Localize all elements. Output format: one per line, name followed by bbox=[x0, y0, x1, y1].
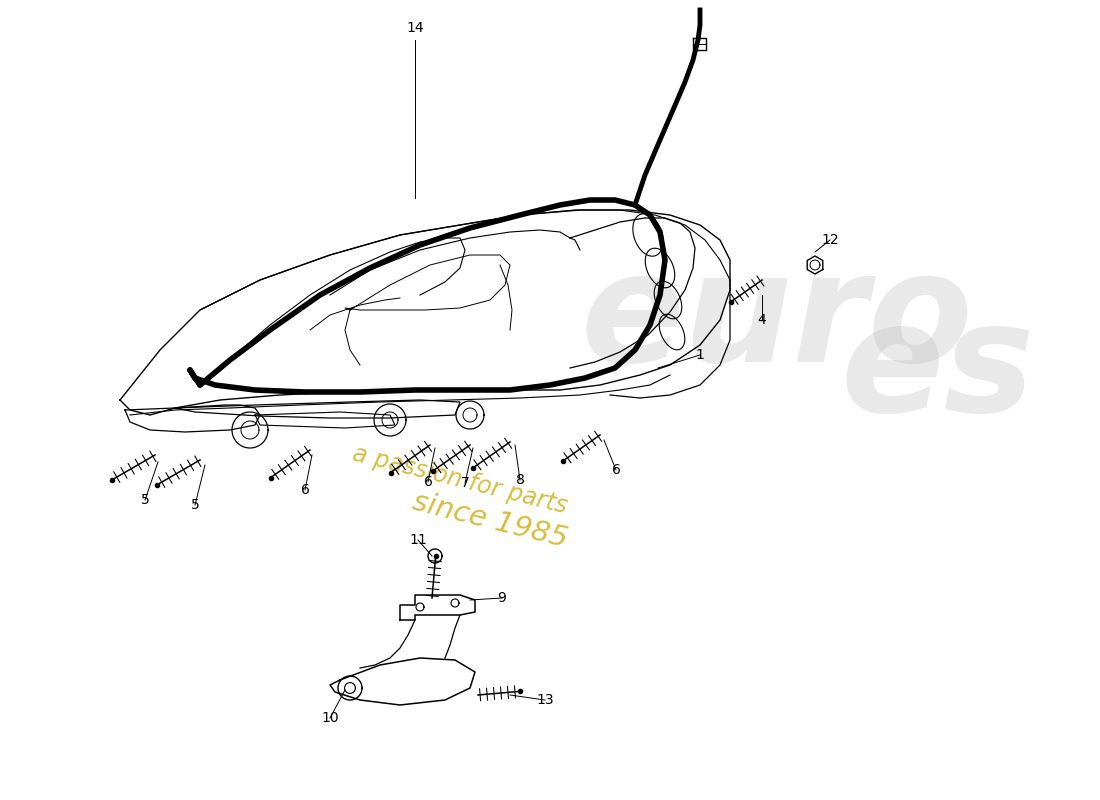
Text: 1: 1 bbox=[695, 348, 704, 362]
Text: es: es bbox=[840, 295, 1034, 445]
Text: 14: 14 bbox=[406, 21, 424, 35]
Text: a passion for parts: a passion for parts bbox=[350, 442, 570, 518]
Text: 8: 8 bbox=[516, 473, 525, 487]
Text: 4: 4 bbox=[758, 313, 767, 327]
Text: 11: 11 bbox=[409, 533, 427, 547]
Text: 6: 6 bbox=[300, 483, 309, 497]
Text: 6: 6 bbox=[612, 463, 620, 477]
Text: 9: 9 bbox=[497, 591, 506, 605]
Text: 5: 5 bbox=[141, 493, 150, 507]
Text: 7: 7 bbox=[461, 476, 470, 490]
Text: euro: euro bbox=[580, 246, 972, 394]
Text: 12: 12 bbox=[822, 233, 839, 247]
Text: 10: 10 bbox=[321, 711, 339, 725]
Text: 6: 6 bbox=[424, 475, 432, 489]
Text: since 1985: since 1985 bbox=[409, 487, 571, 553]
Text: 13: 13 bbox=[536, 693, 553, 707]
Text: 5: 5 bbox=[190, 498, 199, 512]
